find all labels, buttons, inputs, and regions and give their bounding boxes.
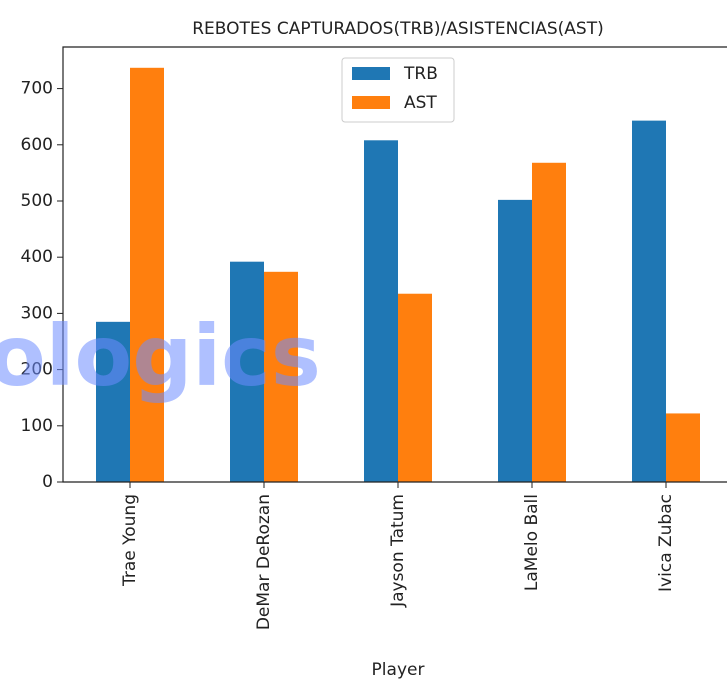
chart-title: REBOTES CAPTURADOS(TRB)/ASISTENCIAS(AST) (192, 19, 604, 39)
bar (130, 67, 164, 483)
legend-swatch (352, 96, 390, 109)
y-tick-label: 500 (21, 191, 53, 211)
bar (666, 413, 700, 482)
y-tick-label: 0 (42, 472, 53, 492)
bar (264, 271, 298, 482)
x-tick-label: Ivica Zubac (656, 494, 676, 592)
axes-frame (62, 46, 727, 483)
y-tick-label: 400 (21, 247, 53, 267)
bar (532, 162, 566, 482)
x-tick-label: Jayson Tatum (388, 494, 408, 608)
x-tick-label: DeMar DeRozan (254, 494, 274, 630)
legend-label: TRB (403, 64, 438, 84)
bar (632, 120, 666, 483)
y-tick-label: 700 (21, 79, 53, 99)
y-tick-label: 600 (21, 135, 53, 155)
x-tick-label: LaMelo Ball (522, 494, 542, 591)
bar (398, 293, 432, 482)
x-axis-label: Player (372, 660, 425, 680)
x-tick-label: Trae Young (120, 494, 140, 587)
y-tick-label: 200 (21, 360, 53, 380)
legend-swatch (352, 67, 390, 80)
bar (364, 140, 398, 483)
legend: TRB AST (341, 57, 455, 123)
y-tick-label: 300 (21, 303, 53, 323)
bar (96, 321, 130, 482)
bar (230, 261, 264, 482)
watermark: ologics (0, 307, 321, 405)
legend-label: AST (404, 93, 437, 113)
y-tick-label: 100 (21, 416, 53, 436)
bar (498, 199, 532, 482)
